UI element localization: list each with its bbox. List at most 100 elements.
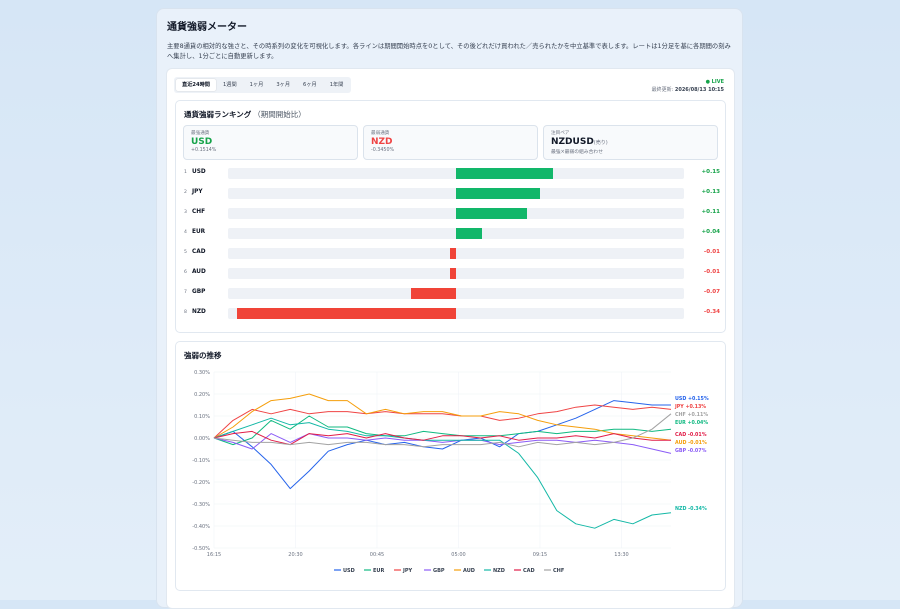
tab-3m[interactable]: 3ヶ月: [276, 82, 291, 88]
rank-currency: JPY: [192, 189, 203, 195]
rank-number: 2: [184, 190, 187, 195]
ranking-subtitle: （期間開始比）: [253, 110, 306, 119]
y-tick-label: -0.50%: [192, 546, 210, 552]
rank-bar-track: [228, 208, 684, 219]
rank-bar-track: [228, 288, 684, 299]
y-tick-label: -0.30%: [192, 502, 210, 508]
y-tick-label: -0.10%: [192, 458, 210, 464]
strongest-card: 最強通貨 USD +0.1514%: [183, 125, 358, 160]
rank-value: -0.34: [703, 309, 720, 315]
end-label-cad: CAD -0.01%: [675, 432, 707, 438]
weakest-card: 最弱通貨 NZD -0.3450%: [363, 125, 538, 160]
rank-bar: [456, 208, 527, 219]
ranking-row-chf: 3 CHF +0.11: [182, 207, 720, 220]
series-line-eur: [213, 415, 672, 446]
rank-number: 3: [184, 210, 187, 215]
rank-bar-track: [228, 188, 684, 199]
end-label-nzd: NZD -0.34%: [675, 506, 707, 512]
y-tick-label: 0.20%: [194, 392, 210, 398]
rank-value: -0.01: [703, 249, 720, 255]
rank-value: +0.04: [701, 229, 721, 235]
rank-number: 8: [184, 310, 187, 315]
live-indicator: ● LIVE: [705, 79, 724, 85]
rank-currency: AUD: [192, 269, 206, 275]
rank-bar: [449, 248, 456, 259]
ranking-row-usd: 1 USD +0.15: [182, 167, 720, 180]
ranking-title: 通貨強弱ランキング （期間開始比）: [184, 109, 306, 120]
ranking-row-cad: 5 CAD -0.01: [182, 247, 720, 260]
series-line-aud: [213, 393, 672, 441]
rank-currency: NZD: [192, 309, 206, 315]
ranking-row-gbp: 7 GBP -0.07: [182, 287, 720, 300]
rank-value: +0.11: [701, 209, 721, 215]
updated-timestamp: 2026/08/13 10:15: [674, 87, 724, 93]
series-line-jpy: [213, 404, 672, 439]
series-line-gbp: [213, 433, 672, 454]
rank-bar: [449, 268, 456, 279]
rank-currency: CAD: [192, 249, 206, 255]
end-label-usd: USD +0.15%: [675, 396, 709, 402]
weakest-change: -0.3450%: [371, 148, 395, 153]
tab-24h[interactable]: 直近24時間: [176, 79, 216, 91]
x-tick-label: 09:15: [533, 552, 547, 558]
rank-currency: EUR: [192, 229, 206, 235]
ranking-panel: 通貨強弱ランキング （期間開始比） 最強通貨 USD +0.1514% 最弱通貨 …: [175, 100, 726, 333]
rank-value: +0.13: [701, 189, 721, 195]
rank-bar: [456, 228, 482, 239]
ranking-row-nzd: 8 NZD -0.34: [182, 307, 720, 320]
ranking-row-jpy: 2 JPY +0.13: [182, 187, 720, 200]
strength-line-chart: 0.30% 0.20% 0.10% 0.00% -0.10% -0.20% -0.30% -0…: [192, 370, 709, 574]
legend-label: AUD: [463, 568, 475, 574]
weakest-currency: NZD: [371, 137, 393, 147]
pair-note: 最強×最弱の組み合わせ: [551, 150, 603, 155]
legend-label: CHF: [553, 568, 564, 574]
strongest-change: +0.1514%: [191, 148, 217, 153]
series-line-nzd: [213, 417, 672, 529]
y-tick-label: 0.00%: [194, 436, 210, 442]
tab-1w[interactable]: 1週間: [222, 82, 237, 88]
legend-label: USD: [343, 568, 355, 574]
live-status: ● LIVE 最終更新: 2026/08/13 10:15: [652, 78, 724, 94]
meter-card: 直近24時間 1週間 1ヶ月 3ヶ月 6ヶ月 1年間 ● LIVE 最終更新: …: [166, 68, 735, 609]
y-tick-label: -0.40%: [192, 524, 210, 530]
y-tick-label: -0.20%: [192, 480, 210, 486]
end-label-jpy: JPY +0.13%: [674, 404, 706, 410]
end-label-chf: CHF +0.11%: [675, 412, 708, 418]
y-tick-label: 0.30%: [194, 370, 210, 376]
rank-bar-track: [228, 228, 684, 239]
tab-1y[interactable]: 1年間: [329, 82, 344, 88]
rank-bar: [456, 188, 540, 199]
series-line-usd: [213, 400, 671, 490]
end-label-gbp: GBP -0.07%: [675, 448, 707, 454]
legend-label: GBP: [433, 568, 445, 574]
strongest-currency: USD: [191, 137, 213, 147]
legend-label: CAD: [523, 568, 535, 574]
weakest-label: 最弱通貨: [371, 131, 390, 136]
rank-number: 6: [184, 270, 187, 275]
rank-number: 4: [184, 230, 187, 235]
x-tick-label: 13:30: [614, 552, 628, 558]
rank-bar-track: [228, 268, 684, 279]
rank-value: -0.01: [703, 269, 720, 275]
x-tick-label: 00:45: [370, 552, 384, 558]
pair-name: NZDUSD: [551, 137, 594, 147]
tab-6m[interactable]: 6ヶ月: [303, 82, 317, 88]
end-label-eur: EUR +0.04%: [675, 420, 708, 426]
page-description: 主要8通貨の相対的な強さと、その時系列の変化を可視化します。各ラインは期間開始時…: [167, 43, 731, 60]
rank-number: 5: [184, 250, 187, 255]
rank-bar-track: [228, 308, 684, 319]
rank-value: +0.15: [701, 169, 721, 175]
updated-label: 最終更新:: [651, 87, 674, 93]
legend-label: NZD: [493, 568, 505, 574]
tab-1m[interactable]: 1ヶ月: [249, 82, 264, 88]
rank-currency: GBP: [192, 289, 206, 295]
rank-currency: CHF: [192, 209, 206, 215]
rank-value: -0.07: [703, 289, 720, 295]
legend-label: EUR: [373, 568, 384, 574]
x-tick-label: 20:30: [288, 552, 302, 558]
ranking-title-text: 通貨強弱ランキング: [184, 110, 252, 119]
rank-bar: [410, 288, 456, 299]
rank-number: 7: [184, 290, 187, 295]
page-title: 通貨強弱メーター: [167, 22, 247, 33]
rank-currency: USD: [192, 169, 206, 175]
